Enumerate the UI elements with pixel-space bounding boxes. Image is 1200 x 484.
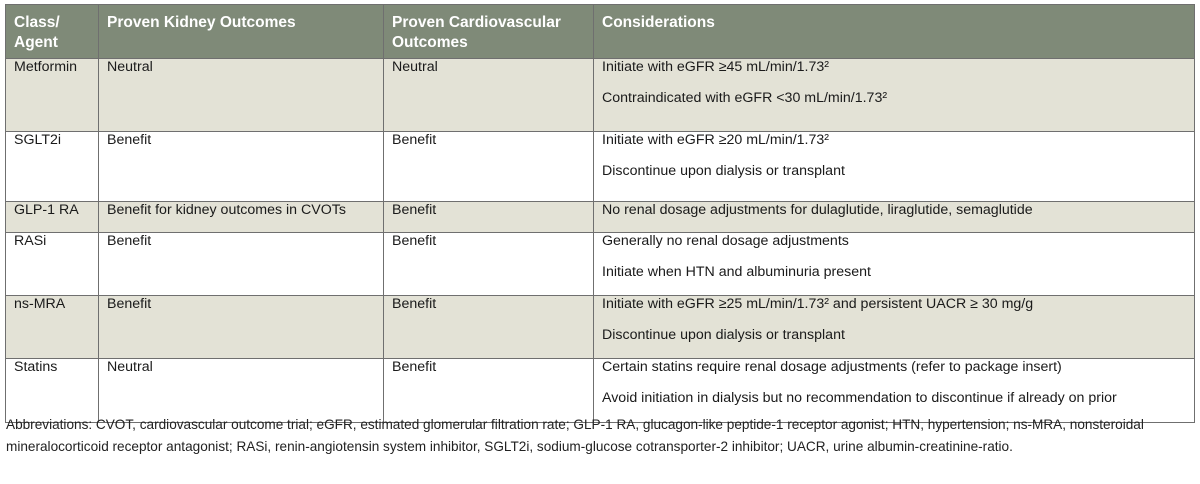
table-row: ns-MRA Benefit Benefit Initiate with eGF… [5,295,1195,359]
agent-cell: ns-MRA [5,295,99,359]
considerations-cell: Generally no renal dosage adjustments In… [593,232,1195,296]
kidney-outcome-cell: Neutral [98,58,384,132]
cardio-outcome-cell: Neutral [383,58,594,132]
considerations-cell: Initiate with eGFR ≥25 mL/min/1.73² and … [593,295,1195,359]
abbreviations-footnote: Abbreviations: CVOT, cardiovascular outc… [6,417,1144,454]
kidney-outcome-cell: Benefit for kidney outcomes in CVOTs [98,201,384,233]
consideration-line: Initiate with eGFR ≥25 mL/min/1.73² and … [602,296,1034,312]
consideration-line: Initiate when HTN and albuminuria presen… [602,264,871,280]
drug-class-table: Class/ Agent Proven Kidney Outcomes Prov… [5,4,1195,423]
consideration-line: Initiate with eGFR ≥45 mL/min/1.73² [602,59,829,75]
cardio-outcome-cell: Benefit [383,295,594,359]
agent-cell: SGLT2i [5,131,99,202]
cardio-outcome-cell: Benefit [383,358,594,423]
cardio-outcome-cell: Benefit [383,131,594,202]
kidney-outcome-cell: Neutral [98,358,384,423]
considerations-cell: Certain statins require renal dosage adj… [593,358,1195,423]
considerations-cell: No renal dosage adjustments for dulaglut… [593,201,1195,233]
consideration-line: Contraindicated with eGFR <30 mL/min/1.7… [602,90,888,106]
consideration-line: Discontinue upon dialysis or transplant [602,163,845,179]
agent-cell: GLP-1 RA [5,201,99,233]
header-kidney-outcomes: Proven Kidney Outcomes [98,4,384,59]
agent-cell: RASi [5,232,99,296]
table-row: GLP-1 RA Benefit for kidney outcomes in … [5,201,1195,233]
cardio-outcome-cell: Benefit [383,201,594,233]
consideration-line: No renal dosage adjustments for dulaglut… [602,202,1033,218]
table-row: RASi Benefit Benefit Generally no renal … [5,232,1195,296]
header-cardiovascular-outcomes: Proven Cardiovascular Outcomes [383,4,594,59]
agent-cell: Metformin [5,58,99,132]
consideration-line: Avoid initiation in dialysis but no reco… [602,390,1117,406]
table-header-row: Class/ Agent Proven Kidney Outcomes Prov… [5,4,1195,59]
considerations-cell: Initiate with eGFR ≥45 mL/min/1.73² Cont… [593,58,1195,132]
table-row: Statins Neutral Benefit Certain statins … [5,358,1195,423]
considerations-cell: Initiate with eGFR ≥20 mL/min/1.73² Disc… [593,131,1195,202]
kidney-outcome-cell: Benefit [98,295,384,359]
consideration-line: Certain statins require renal dosage adj… [602,359,1062,375]
cardio-outcome-cell: Benefit [383,232,594,296]
kidney-outcome-cell: Benefit [98,232,384,296]
agent-cell: Statins [5,358,99,423]
table-row: SGLT2i Benefit Benefit Initiate with eGF… [5,131,1195,202]
consideration-line: Discontinue upon dialysis or transplant [602,327,845,343]
consideration-line: Generally no renal dosage adjustments [602,233,849,249]
kidney-outcome-cell: Benefit [98,131,384,202]
table-row: Metformin Neutral Neutral Initiate with … [5,58,1195,132]
header-class-agent: Class/ Agent [5,4,99,59]
header-considerations: Considerations [593,4,1195,59]
consideration-line: Initiate with eGFR ≥20 mL/min/1.73² [602,132,829,148]
